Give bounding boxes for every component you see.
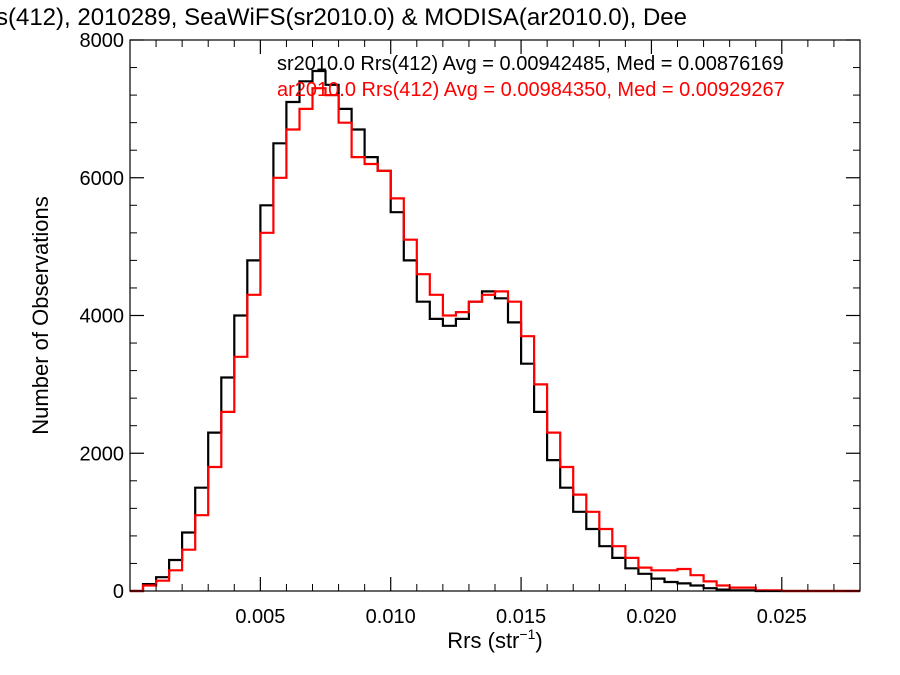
y-tick-label: 0 <box>113 581 124 603</box>
y-tick-label: 6000 <box>80 168 125 190</box>
x-axis-title: Rrs (str−1) <box>447 626 542 653</box>
y-tick-label: 4000 <box>80 306 125 328</box>
legend-entry-ar2010-0: ar2010.0 Rrs(412) Avg = 0.00984350, Med … <box>277 79 785 101</box>
x-tick-label: 0.005 <box>235 606 285 628</box>
series-line-ar2010-0 <box>130 87 860 593</box>
y-tick-label: 2000 <box>80 443 125 465</box>
y-axis-title: Number of Observations <box>28 196 53 434</box>
series-line-sr2010-0 <box>130 69 860 593</box>
x-axis-title-close: ) <box>535 628 542 653</box>
chart-title: rs(412), 2010289, SeaWiFS(sr2010.0) & MO… <box>0 4 687 31</box>
x-axis-title-main: Rrs (str <box>447 628 519 653</box>
x-tick-label: 0.015 <box>496 606 546 628</box>
legend-entry-sr2010-0: sr2010.0 Rrs(412) Avg = 0.00942485, Med … <box>277 53 784 75</box>
x-axis-title-superscript: −1 <box>519 626 535 642</box>
series-layer <box>130 69 860 593</box>
x-tick-label: 0.025 <box>757 606 807 628</box>
y-tick-label: 8000 <box>80 30 125 52</box>
legend: sr2010.0 Rrs(412) Avg = 0.00942485, Med … <box>277 53 785 101</box>
x-tick-label: 0.010 <box>366 606 416 628</box>
axes-layer: 0.005 0.010 0.015 0.020 0.025 0 2000 4000 6000 80… <box>28 30 861 653</box>
x-tick-label: 0.020 <box>626 606 676 628</box>
